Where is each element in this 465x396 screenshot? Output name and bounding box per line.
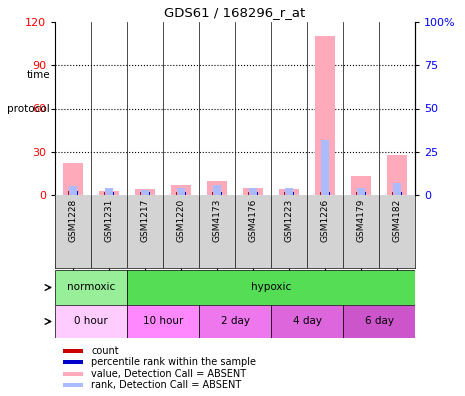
Text: protocol: protocol [7, 103, 50, 114]
Bar [75, 191, 79, 195]
Bar [219, 192, 222, 195]
Bar [111, 192, 114, 195]
Bar [141, 190, 149, 195]
Bar [55, 305, 127, 338]
Text: 4 day: 4 day [292, 316, 321, 326]
Bar [343, 305, 415, 338]
Bar [63, 371, 83, 375]
Bar [135, 189, 155, 195]
Text: GSM1217: GSM1217 [140, 199, 150, 242]
Text: GSM1231: GSM1231 [105, 199, 113, 242]
Bar [99, 191, 119, 195]
Bar [63, 349, 83, 353]
Bar [147, 192, 150, 195]
Text: value, Detection Call = ABSENT: value, Detection Call = ABSENT [91, 369, 246, 379]
Bar [358, 188, 365, 195]
Bar [284, 192, 287, 195]
Bar [243, 188, 263, 195]
Bar [183, 192, 186, 195]
Bar [207, 181, 227, 195]
Bar [63, 383, 83, 387]
Bar [178, 188, 185, 195]
Text: hypoxic: hypoxic [251, 282, 291, 293]
Bar [321, 140, 329, 195]
Bar [279, 189, 299, 195]
Bar [255, 192, 259, 195]
Bar [363, 192, 366, 195]
Bar [315, 36, 335, 195]
Bar [247, 192, 251, 195]
Text: rank, Detection Call = ABSENT: rank, Detection Call = ABSENT [91, 380, 241, 390]
Bar [271, 305, 343, 338]
Bar [213, 185, 220, 195]
Bar [171, 185, 191, 195]
Bar [319, 192, 323, 195]
Bar [127, 270, 415, 305]
Bar [351, 176, 371, 195]
Bar [212, 192, 215, 195]
Text: GSM1228: GSM1228 [68, 199, 78, 242]
Text: 6 day: 6 day [365, 316, 393, 326]
Bar [356, 192, 359, 195]
Text: GSM1226: GSM1226 [320, 199, 330, 242]
Bar [327, 192, 331, 195]
Text: GSM4176: GSM4176 [248, 199, 258, 242]
Bar [69, 187, 77, 195]
Bar [176, 192, 179, 195]
Bar [393, 183, 401, 195]
Text: 2 day: 2 day [220, 316, 250, 326]
Text: GSM4179: GSM4179 [357, 199, 365, 242]
Text: count: count [91, 346, 119, 356]
Text: GSM1223: GSM1223 [285, 199, 293, 242]
Bar [127, 305, 199, 338]
Bar [106, 188, 113, 195]
Bar [140, 192, 143, 195]
Bar [67, 191, 71, 195]
Text: GSM4173: GSM4173 [213, 199, 221, 242]
Bar [387, 154, 407, 195]
Text: percentile rank within the sample: percentile rank within the sample [91, 357, 256, 367]
Text: time: time [27, 70, 50, 80]
Bar [199, 305, 271, 338]
Bar [104, 192, 107, 195]
Bar [55, 270, 127, 305]
Bar [399, 192, 402, 195]
Bar [63, 360, 83, 364]
Title: GDS61 / 168296_r_at: GDS61 / 168296_r_at [164, 6, 306, 19]
Text: normoxic: normoxic [67, 282, 115, 293]
Bar [286, 188, 292, 195]
Bar [392, 192, 395, 195]
Text: 0 hour: 0 hour [74, 316, 108, 326]
Text: GSM4182: GSM4182 [392, 199, 401, 242]
Bar [291, 192, 294, 195]
Text: 10 hour: 10 hour [143, 316, 183, 326]
Text: GSM1220: GSM1220 [177, 199, 186, 242]
Bar [63, 163, 83, 195]
Bar [249, 188, 257, 195]
